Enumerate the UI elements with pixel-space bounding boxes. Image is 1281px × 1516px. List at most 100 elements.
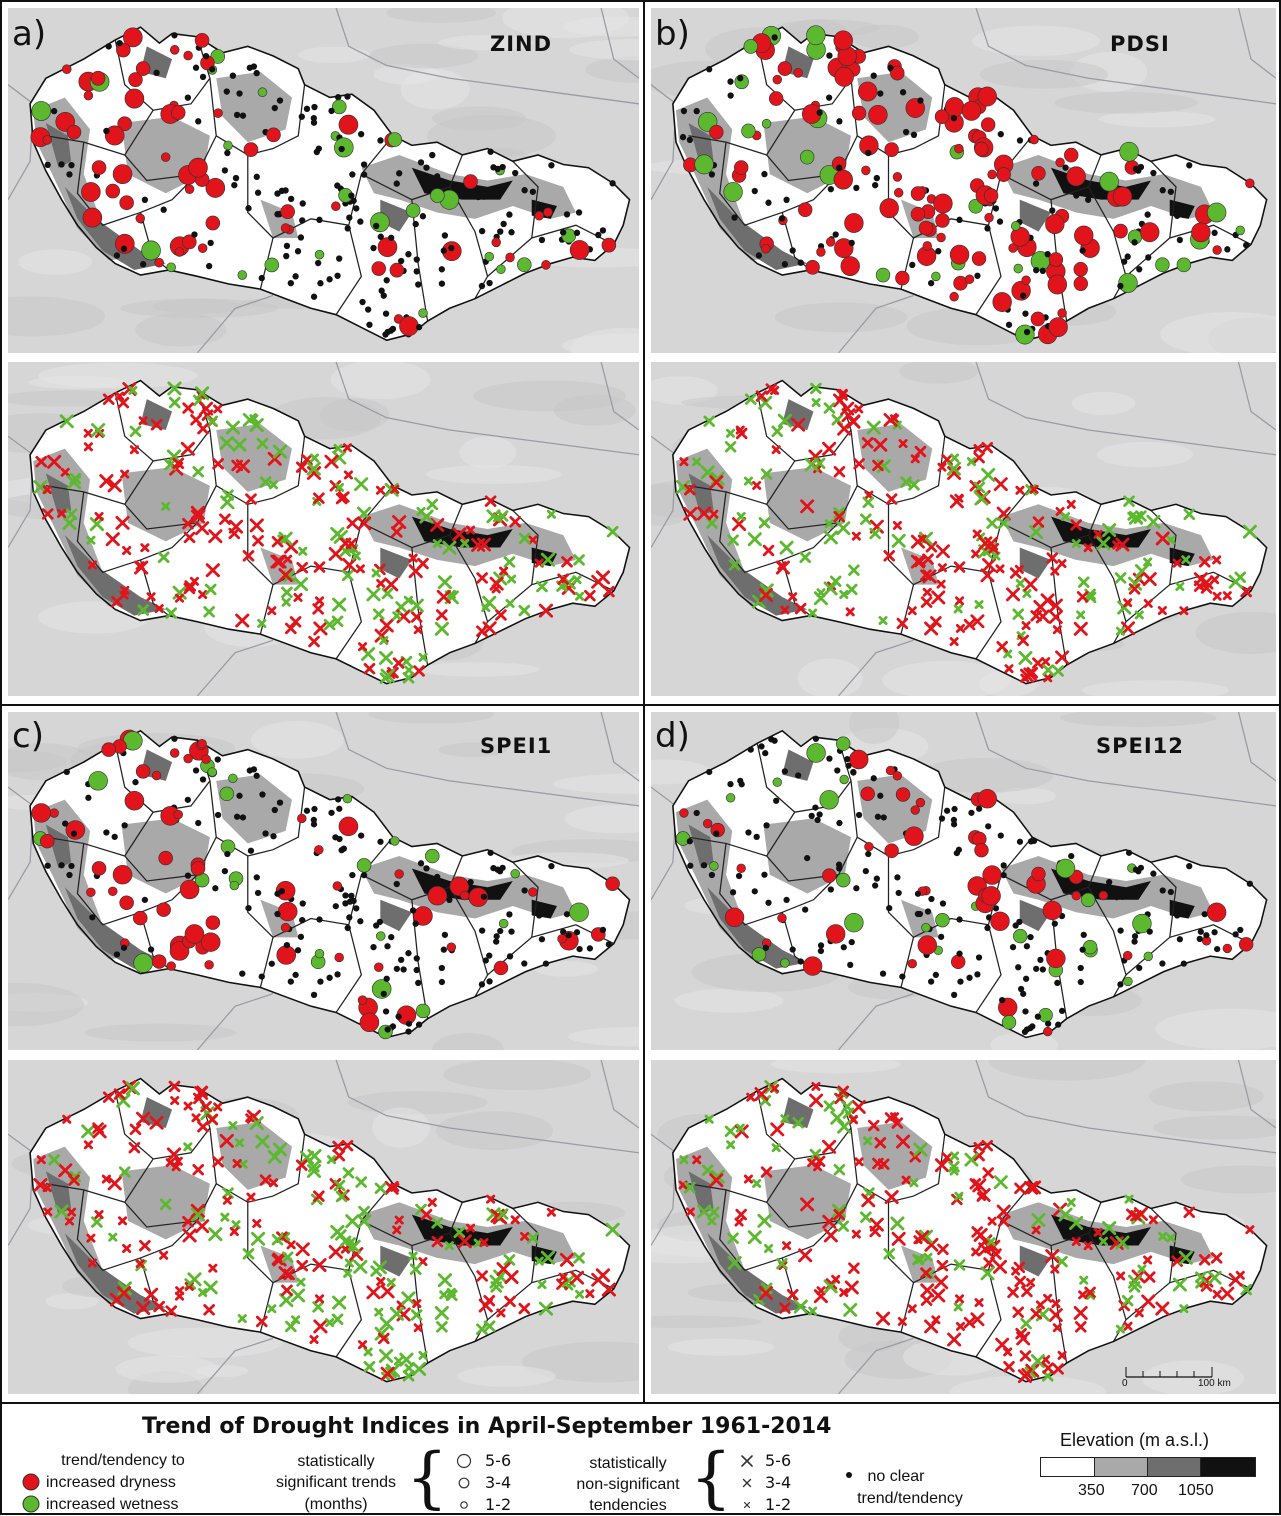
dryness-tendency-station [219,1133,234,1148]
dryness-tendency-station [1042,1362,1054,1374]
map-a-trends [8,8,639,353]
dryness-tendency-station [981,441,994,454]
no-clear-station [984,225,991,232]
no-clear-station [727,780,734,788]
dryness-tendency-station [36,1155,46,1165]
dryness-tendency-station [851,1099,866,1114]
no-clear-station [812,804,819,811]
dryness-trend-station [1029,134,1039,145]
dryness-trend-station [834,66,854,87]
no-clear-station [951,805,958,813]
relief-texture [425,464,562,484]
no-clear-station [834,767,841,774]
wetness-trend-station [510,868,520,879]
dryness-tendency-station [813,1155,826,1168]
dryness-tendency-station [307,1148,322,1163]
wetness-trend-station [806,743,826,763]
relief-texture [115,1355,220,1383]
dryness-tendency-station [89,517,105,532]
dryness-tendency-station [1007,1286,1019,1299]
no-clear-station [184,796,192,803]
wetness-trend-station [1082,939,1098,955]
no-clear-station [935,248,942,255]
no-clear-station [283,941,291,949]
map-svg [8,8,639,353]
no-clear-station [467,878,474,886]
wetness-tendency-station [1179,1304,1189,1314]
wetness-trend-station [517,257,532,273]
no-clear-station [397,257,405,265]
no-clear-station [548,162,555,169]
no-clear-station [441,232,449,239]
dryness-tendency-station [446,1287,456,1297]
no-clear-station [405,1028,412,1035]
no-clear-station [360,872,368,879]
wetness-trend-station [741,123,756,139]
dryness-tendency-station [404,1363,414,1373]
dryness-tendency-station [883,550,895,562]
wetness-trend-station [390,836,400,846]
dryness-tendency-station [995,564,1005,574]
dryness-tendency-station [392,515,407,529]
no-clear-station [382,1008,390,1015]
no-clear-station [497,228,504,235]
no-clear-station [870,72,877,79]
dryness-tendency-station [206,1113,219,1126]
dryness-tendency-station [200,1100,212,1113]
dryness-trend-station [936,232,946,243]
elevation-swatch-0 [1040,1457,1095,1477]
no-clear-station [832,231,839,238]
no-clear-station [771,34,778,41]
dryness-tendency-station [212,458,224,470]
relief-texture [1153,1115,1276,1140]
dryness-tendency-station [168,1080,181,1093]
no-clear-station [1016,838,1024,845]
no-clear-station [310,821,318,828]
dryness-tendency-station [356,1214,372,1229]
dryness-tendency-station [483,1320,496,1332]
no-clear-station [1009,944,1017,951]
no-clear-station [336,255,343,262]
dryness-tendency-station [746,1092,756,1102]
dryness-tendency-station [242,1248,255,1260]
wetness-tendency-station [1115,1324,1125,1334]
dryness-trend-station [922,241,932,251]
dryness-trend-station [204,960,214,970]
dryness-tendency-station [540,1250,556,1265]
no-clear-station [862,867,869,875]
wetness-tendency-station [33,480,48,494]
wetness-trend-station [1099,171,1119,192]
dryness-tendency-station [995,1337,1010,1352]
dryness-tendency-station [255,1315,268,1328]
no-clear-station [192,767,200,774]
no-clear-station [50,107,58,115]
scale-bar-end: 100 km [1198,1378,1231,1389]
no-clear-station [429,151,436,159]
wetness-trend-station [1013,263,1023,274]
no-clear-station [1167,188,1174,195]
dryness-tendency-station [800,1197,815,1212]
dryness-tendency-station [271,535,284,548]
no-clear-station [845,762,852,769]
dryness-tendency-station [357,1340,368,1350]
wetness-trend-station [1206,202,1227,223]
wetness-trend-station [1123,976,1133,987]
dryness-trend-station [894,187,904,198]
no-clear-station [997,832,1004,839]
no-clear-station [1201,911,1208,918]
dryness-tendency-station [794,602,807,615]
dryness-tendency-station [43,1207,53,1217]
dryness-tendency-station [268,1178,279,1188]
no-clear-station [366,321,373,328]
no-clear-station [895,889,902,897]
wetness-tendency-station [1029,525,1044,539]
dryness-tendency-station [91,423,106,437]
dryness-tendency-station [1123,598,1133,608]
dryness-trend-station [984,212,994,223]
no-clear-station [239,112,247,119]
dryness-tendency-station [476,1270,488,1282]
no-clear-station [254,889,262,897]
dryness-tendency-station [355,1176,367,1188]
relief-texture [569,38,639,61]
dryness-tendency-station [1009,567,1022,579]
